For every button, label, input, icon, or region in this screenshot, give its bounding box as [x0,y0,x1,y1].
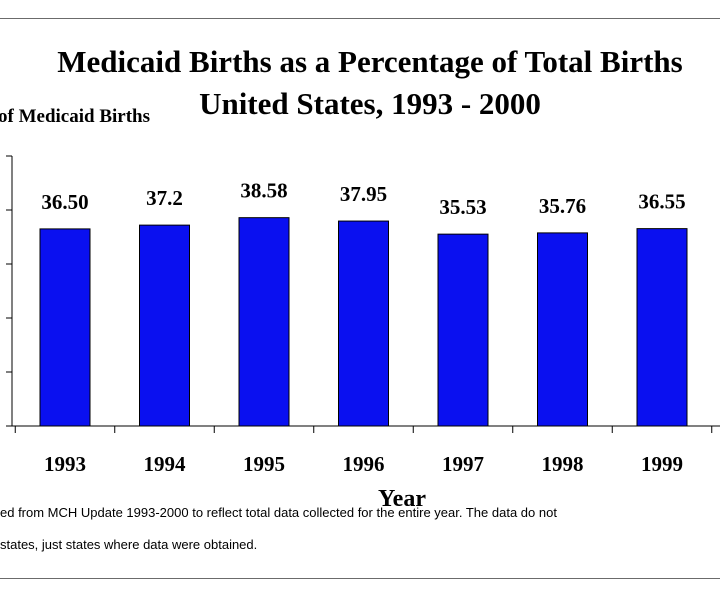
x-tick-label-1994: 1994 [144,452,187,476]
bar-1993 [39,228,91,427]
bar-1997 [437,233,489,427]
bar-1994 [139,224,190,427]
x-tick-label-1997: 1997 [442,452,484,476]
data-label-1995: 38.58 [240,179,287,203]
data-label-1997: 35.53 [439,195,486,219]
bar-1995 [238,217,290,427]
bar-1999 [636,228,688,427]
bar-1996 [338,220,389,427]
chart-labels: 36.50 1993 37.2 1994 38.58 1995 37.95 1996 35.53… [41,179,685,476]
x-tick-label-1996: 1996 [343,452,385,476]
y-axis-label: of Medicaid Births [0,106,150,127]
chart-title-line-1: Medicaid Births as a Percentage of Total… [57,44,683,79]
x-axis-label: Year [378,486,426,512]
x-tick-label-1999: 1999 [641,452,683,476]
data-label-1998: 35.76 [539,194,586,218]
data-label-1999: 36.55 [638,190,685,214]
x-tick-label-1998: 1998 [542,452,584,476]
frame-top-border [0,18,720,19]
footnote-line-2: states, just states where data were obta… [0,537,258,552]
data-label-1994: 37.2 [146,186,183,210]
chart-bars [39,217,688,427]
footnote-line-1: ed from MCH Update 1993-2000 to reflect … [0,505,557,520]
data-label-1996: 37.95 [340,182,387,206]
bar-1998 [537,232,588,427]
chart-title-line-2: United States, 1993 - 2000 [199,86,541,121]
x-tick-label-1995: 1995 [243,452,285,476]
frame-bottom-border [0,578,720,579]
x-tick-label-1993: 1993 [44,452,86,476]
data-label-1993: 36.50 [41,190,88,214]
